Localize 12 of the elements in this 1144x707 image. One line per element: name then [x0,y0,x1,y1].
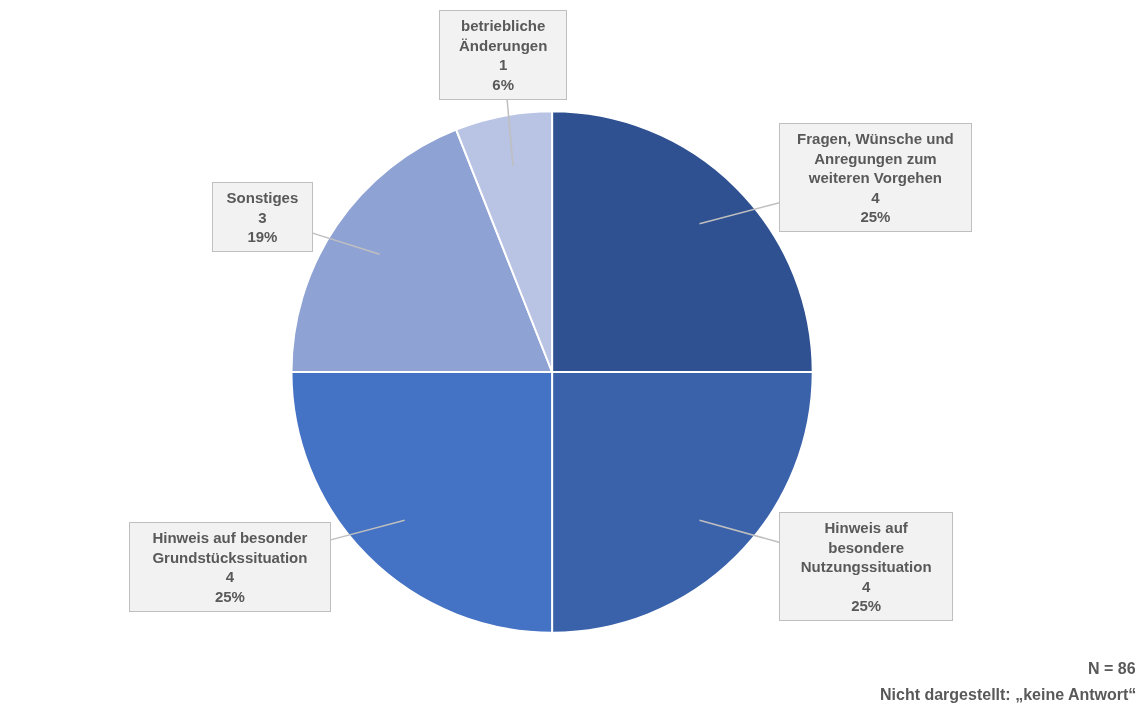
data-label: 4 25% [214,568,245,605]
slice-label: Fragen, Wünsche und Anregungen zum weiteren Vorgehen [797,130,954,186]
slice-label: Hinweis auf besondere Nutzungssituation [800,519,932,575]
slice-label: betriebliche Änderungen [459,17,548,54]
slice-label: Sonstiges [226,189,299,206]
data-label: 1 6% [492,56,515,93]
text: N = 86 [1088,660,1136,677]
data-label: 4 25% [851,577,882,614]
slice-label: Hinweis auf besonder Grundstückssituation [152,529,308,566]
data-label: 3 19% [247,208,278,245]
text: Nicht dargestellt: „keine Antwort“ [880,686,1137,703]
data-label: 4 25% [860,188,891,225]
